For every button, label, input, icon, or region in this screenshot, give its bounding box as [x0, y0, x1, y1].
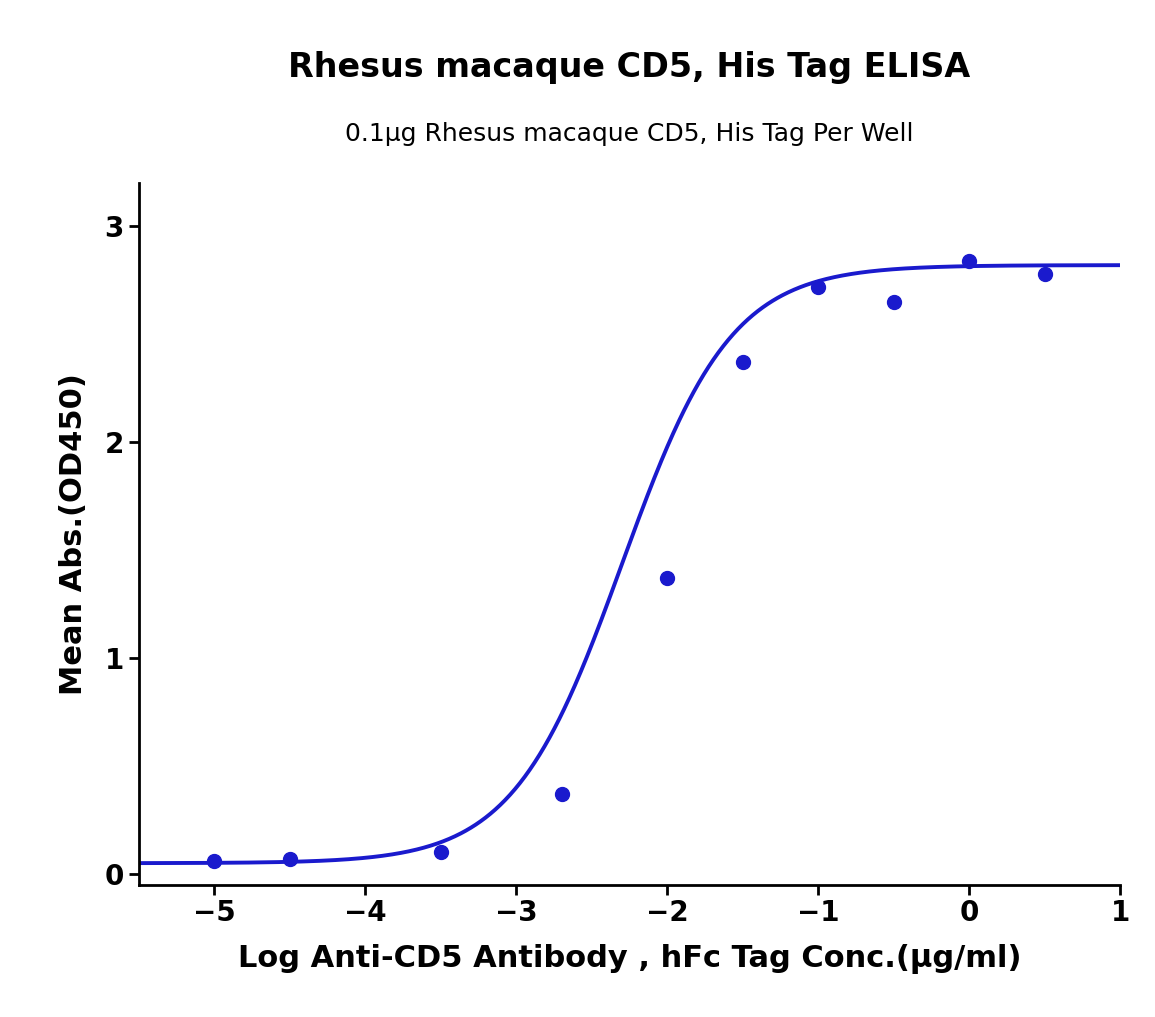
Point	[1036, 265, 1055, 282]
Point	[808, 279, 827, 295]
Text: Rhesus macaque CD5, His Tag ELISA: Rhesus macaque CD5, His Tag ELISA	[289, 51, 970, 83]
Point	[281, 851, 299, 868]
X-axis label: Log Anti-CD5 Antibody , hFc Tag Conc.(μg/ml): Log Anti-CD5 Antibody , hFc Tag Conc.(μg…	[238, 944, 1021, 974]
Point	[552, 786, 571, 802]
Text: 0.1μg Rhesus macaque CD5, His Tag Per Well: 0.1μg Rhesus macaque CD5, His Tag Per We…	[345, 122, 914, 146]
Point	[432, 844, 450, 860]
Point	[204, 853, 223, 870]
Y-axis label: Mean Abs.(OD450): Mean Abs.(OD450)	[59, 373, 88, 695]
Point	[885, 294, 903, 310]
Point	[733, 354, 752, 370]
Point	[960, 252, 978, 268]
Point	[658, 571, 677, 587]
